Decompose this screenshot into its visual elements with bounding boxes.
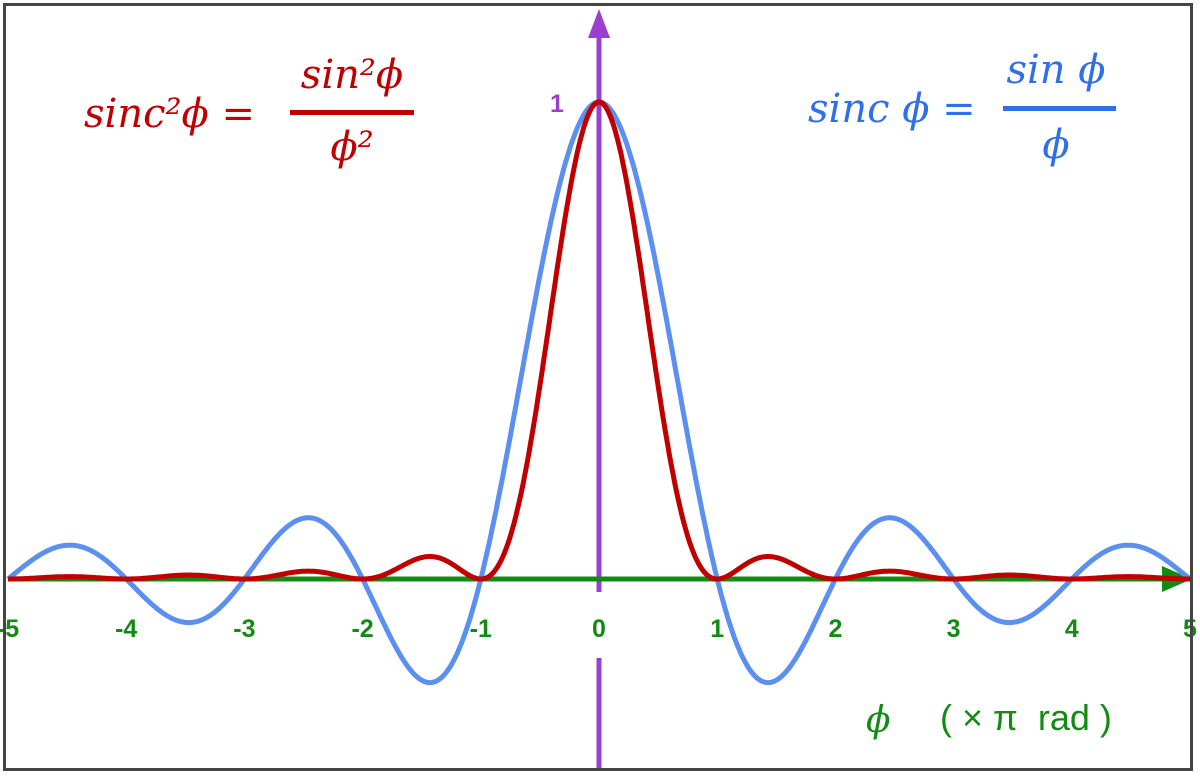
x-axis-unit: ( × π rad )	[940, 697, 1112, 738]
y-axis-arrow-icon	[588, 9, 610, 38]
sinc-lhs: sinc ϕ =	[808, 86, 976, 132]
sinc2-den: ϕ²	[330, 124, 373, 170]
x-tick-3: 3	[947, 615, 961, 643]
x-axis-symbol: ϕ	[866, 700, 891, 741]
y-tick-1: 1	[550, 90, 564, 118]
x-tick-1: 1	[710, 615, 724, 643]
sinc2-lhs: sinc²ϕ =	[84, 91, 255, 137]
sinc2-num: sin²ϕ	[301, 52, 403, 98]
x-tick--2: -2	[351, 615, 373, 643]
sinc-label: sinc ϕ = sin ϕ ϕ	[808, 47, 1116, 168]
x-tick--5: -5	[0, 615, 19, 643]
curves-top	[6, 99, 1192, 686]
sinc-num: sin ϕ	[1006, 47, 1105, 93]
sinc-den: ϕ	[1042, 122, 1069, 168]
sinc-fraction-bar	[1003, 106, 1116, 111]
x-tick--4: -4	[115, 615, 137, 643]
x-tick--3: -3	[233, 615, 255, 643]
x-tick-0: 0	[592, 615, 606, 643]
x-tick--1: -1	[470, 615, 492, 643]
sinc2-label: sinc²ϕ = sin²ϕ ϕ²	[84, 52, 414, 170]
x-tick-2: 2	[828, 615, 842, 643]
x-tick-4: 4	[1065, 615, 1079, 643]
frame	[3, 3, 1193, 771]
series-sinc2-line	[6, 99, 1192, 582]
sinc2-fraction-bar	[290, 110, 414, 115]
